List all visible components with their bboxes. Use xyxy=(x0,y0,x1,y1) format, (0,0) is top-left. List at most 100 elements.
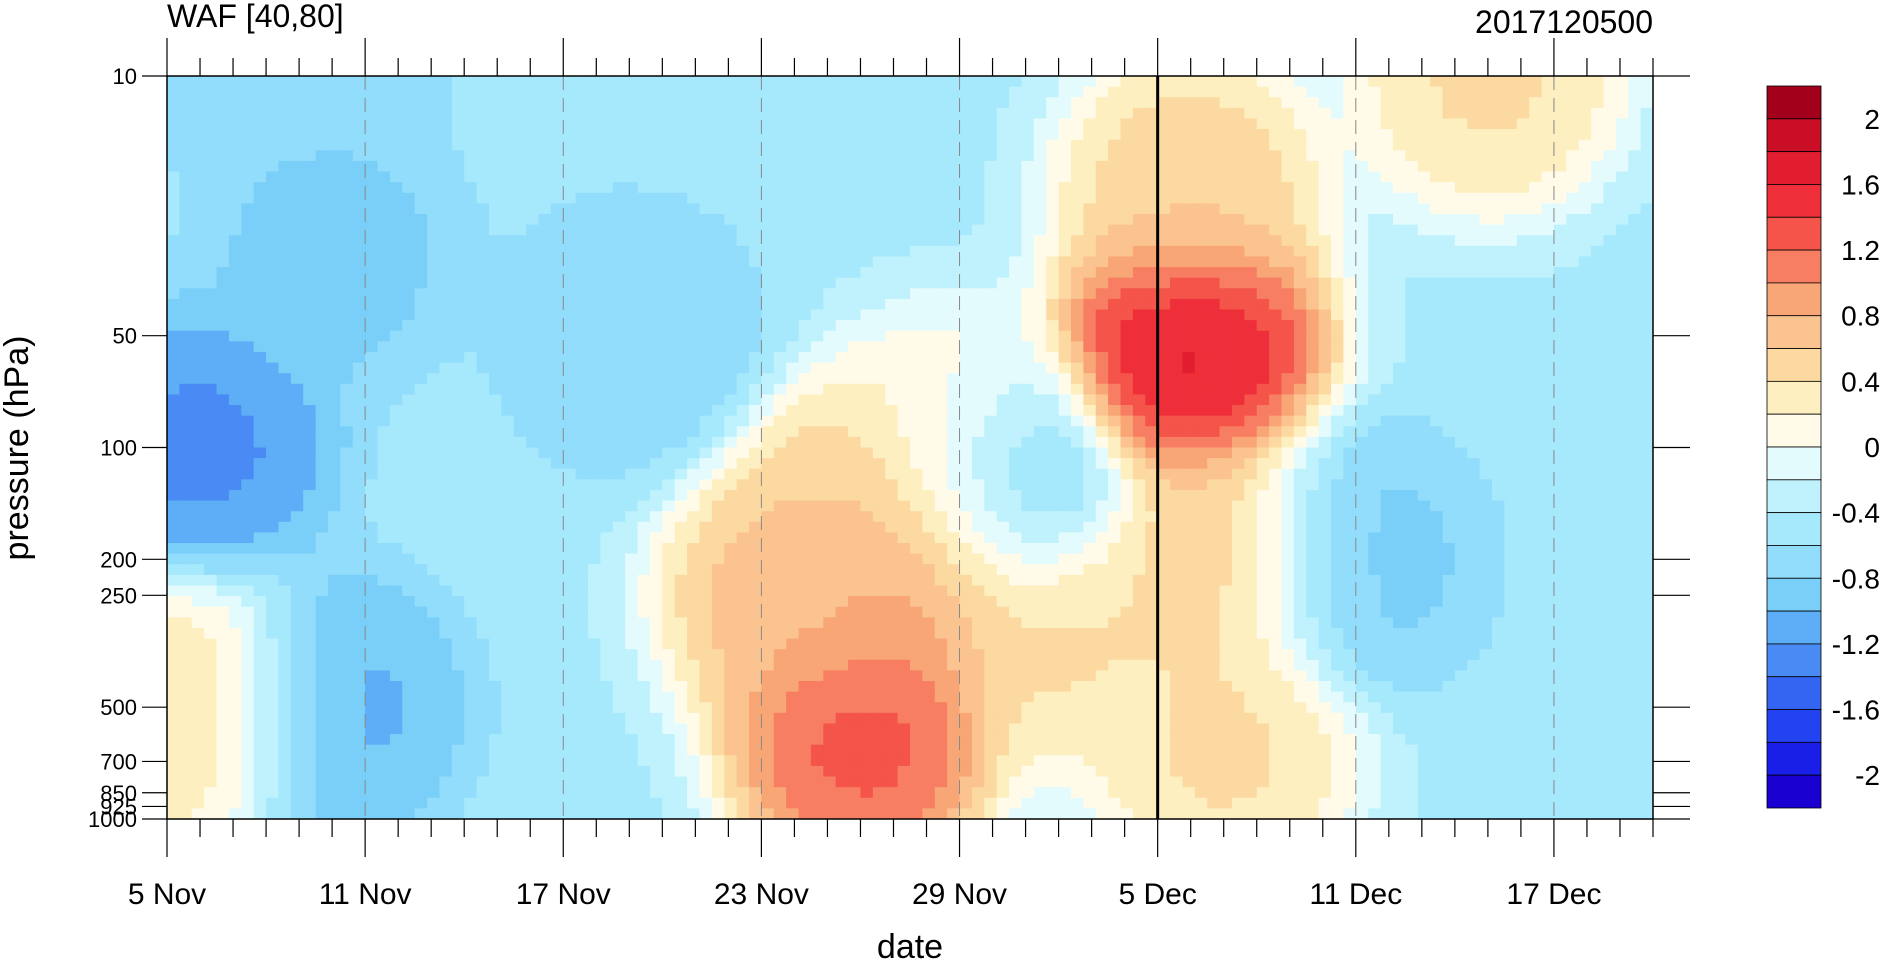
contour-cell xyxy=(1219,76,1233,88)
contour-cell xyxy=(1318,245,1332,258)
contour-cell xyxy=(1108,86,1122,98)
contour-cell xyxy=(1046,426,1060,438)
contour-cell xyxy=(1343,150,1357,162)
contour-cell xyxy=(1615,224,1629,236)
contour-cell xyxy=(340,309,354,321)
contour-cell xyxy=(1603,171,1617,183)
contour-cell xyxy=(1108,256,1122,268)
contour-cell xyxy=(241,383,255,396)
contour-cell xyxy=(1269,76,1283,88)
contour-cell xyxy=(885,320,899,332)
contour-cell xyxy=(290,245,304,258)
contour-cell xyxy=(340,362,354,374)
contour-cell xyxy=(971,415,985,427)
contour-cell xyxy=(1405,139,1419,151)
contour-cell xyxy=(934,383,948,396)
contour-cell xyxy=(1046,436,1060,449)
contour-cell xyxy=(1331,447,1345,459)
contour-cell xyxy=(563,436,577,449)
contour-cell xyxy=(1331,309,1345,321)
contour-cell xyxy=(1492,224,1505,236)
contour-cell xyxy=(1392,415,1406,427)
contour-cell xyxy=(464,426,478,438)
contour-cell xyxy=(761,426,775,438)
contour-cell xyxy=(1553,309,1567,321)
contour-cell xyxy=(1516,235,1530,247)
contour-cell xyxy=(1194,213,1208,226)
contour-cell xyxy=(1467,405,1481,417)
contour-cell xyxy=(1207,97,1221,109)
contour-cell xyxy=(798,150,812,162)
contour-cell xyxy=(1095,256,1109,268)
contour-cell xyxy=(315,267,329,279)
contour-cell xyxy=(1021,309,1035,321)
contour-cell xyxy=(736,362,750,374)
contour-cell xyxy=(1046,298,1060,311)
contour-cell xyxy=(860,267,874,279)
contour-cell xyxy=(538,394,552,406)
contour-cell xyxy=(1194,426,1208,438)
contour-cell xyxy=(352,447,366,459)
contour-cell xyxy=(1170,267,1184,279)
contour-cell xyxy=(1578,288,1592,300)
contour-cell xyxy=(216,383,230,396)
contour-cell xyxy=(1058,362,1072,374)
contour-cell xyxy=(1430,192,1444,204)
contour-cell xyxy=(1120,76,1134,88)
contour-cell xyxy=(1368,160,1382,173)
contour-cell xyxy=(253,298,267,311)
contour-cell xyxy=(637,362,651,374)
contour-cell xyxy=(1566,489,1580,502)
contour-cell xyxy=(699,489,713,502)
contour-cell xyxy=(1442,182,1456,194)
contour-cell xyxy=(910,415,923,427)
contour-cell xyxy=(526,468,540,480)
contour-cell xyxy=(699,383,713,396)
contour-cell xyxy=(687,245,701,258)
contour-cell xyxy=(563,351,577,364)
contour-cell xyxy=(538,213,552,226)
contour-cell xyxy=(711,97,725,109)
contour-cell xyxy=(327,351,341,364)
contour-cell xyxy=(910,426,923,438)
contour-cell xyxy=(1603,298,1617,311)
contour-cell xyxy=(1591,468,1605,480)
contour-cell xyxy=(885,383,899,396)
contour-cell xyxy=(637,288,651,300)
contour-cell xyxy=(501,341,515,353)
contour-cell xyxy=(1467,489,1481,502)
contour-cell xyxy=(427,330,441,342)
contour-cell xyxy=(1454,139,1468,151)
contour-cell xyxy=(352,97,366,109)
contour-cell xyxy=(1454,468,1468,480)
contour-cell xyxy=(1454,107,1468,120)
contour-cell xyxy=(402,458,416,470)
contour-cell xyxy=(427,256,441,268)
contour-cell xyxy=(749,213,762,226)
contour-cell xyxy=(1615,118,1629,130)
contour-cell xyxy=(1343,277,1357,289)
contour-cell xyxy=(637,405,651,417)
contour-cell xyxy=(1256,489,1270,502)
contour-cell xyxy=(959,267,973,279)
contour-cell xyxy=(1058,288,1072,300)
contour-cell xyxy=(365,129,379,141)
contour-cell xyxy=(278,288,292,300)
contour-cell xyxy=(749,97,762,109)
contour-cell xyxy=(959,500,973,512)
contour-cell xyxy=(526,330,540,342)
contour-cell xyxy=(1591,171,1605,183)
contour-cell xyxy=(1479,97,1493,109)
contour-cell xyxy=(179,383,193,396)
contour-cell xyxy=(1207,405,1221,417)
contour-cell xyxy=(1392,139,1406,151)
contour-cell xyxy=(1392,256,1406,268)
contour-cell xyxy=(1442,288,1456,300)
contour-cell xyxy=(501,256,515,268)
contour-cell xyxy=(476,76,490,88)
contour-cell xyxy=(1331,139,1345,151)
contour-cell xyxy=(810,288,824,300)
contour-cell xyxy=(996,129,1010,141)
contour-cell xyxy=(1479,500,1493,512)
contour-cell xyxy=(1306,267,1320,279)
